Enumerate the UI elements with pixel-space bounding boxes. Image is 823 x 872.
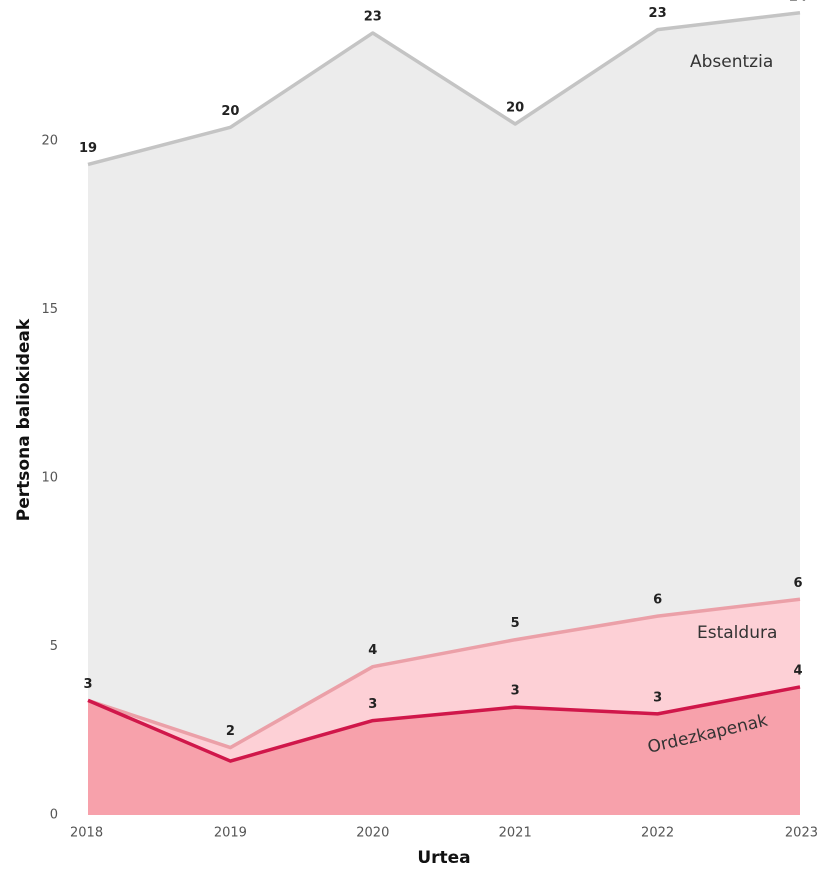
data-label: 4 (793, 663, 802, 678)
y-axis-title: Pertsona baliokideak (14, 318, 34, 521)
data-label: 23 (364, 9, 382, 24)
x-tick-label: 2020 (356, 826, 389, 841)
y-tick-label: 0 (50, 808, 58, 823)
x-tick-label: 2021 (499, 826, 532, 841)
area (88, 686, 800, 815)
data-label: 6 (793, 576, 802, 591)
x-tick-label: 2019 (214, 826, 247, 841)
line (87, 597, 801, 750)
line (87, 11, 801, 167)
line (87, 685, 801, 763)
data-label: 5 (511, 616, 520, 631)
data-label: 20 (506, 100, 524, 115)
data-label: 3 (653, 690, 662, 705)
data-label: 24 (789, 0, 807, 4)
data-label: 2 (226, 724, 235, 739)
data-label: 6 (653, 593, 662, 608)
x-tick-label: 2018 (70, 826, 103, 841)
series-label: Absentzia (690, 52, 773, 72)
area (88, 12, 800, 816)
x-tick-label: 2022 (641, 826, 674, 841)
data-label: 3 (511, 684, 520, 699)
data-label: 4 (368, 643, 377, 658)
x-tick-label: 2023 (785, 826, 818, 841)
data-label: 3 (368, 697, 377, 712)
series-label: Estaldura (697, 623, 777, 643)
y-tick-label: 5 (50, 639, 58, 654)
y-tick-label: 10 (41, 470, 58, 485)
data-label: 23 (649, 6, 667, 21)
data-label: 19 (79, 141, 97, 156)
data-label: 3 (83, 677, 92, 692)
data-label: 20 (221, 104, 239, 119)
x-axis-title: Urtea (417, 848, 470, 868)
y-tick-label: 15 (41, 302, 58, 317)
y-tick-label: 20 (41, 133, 58, 148)
